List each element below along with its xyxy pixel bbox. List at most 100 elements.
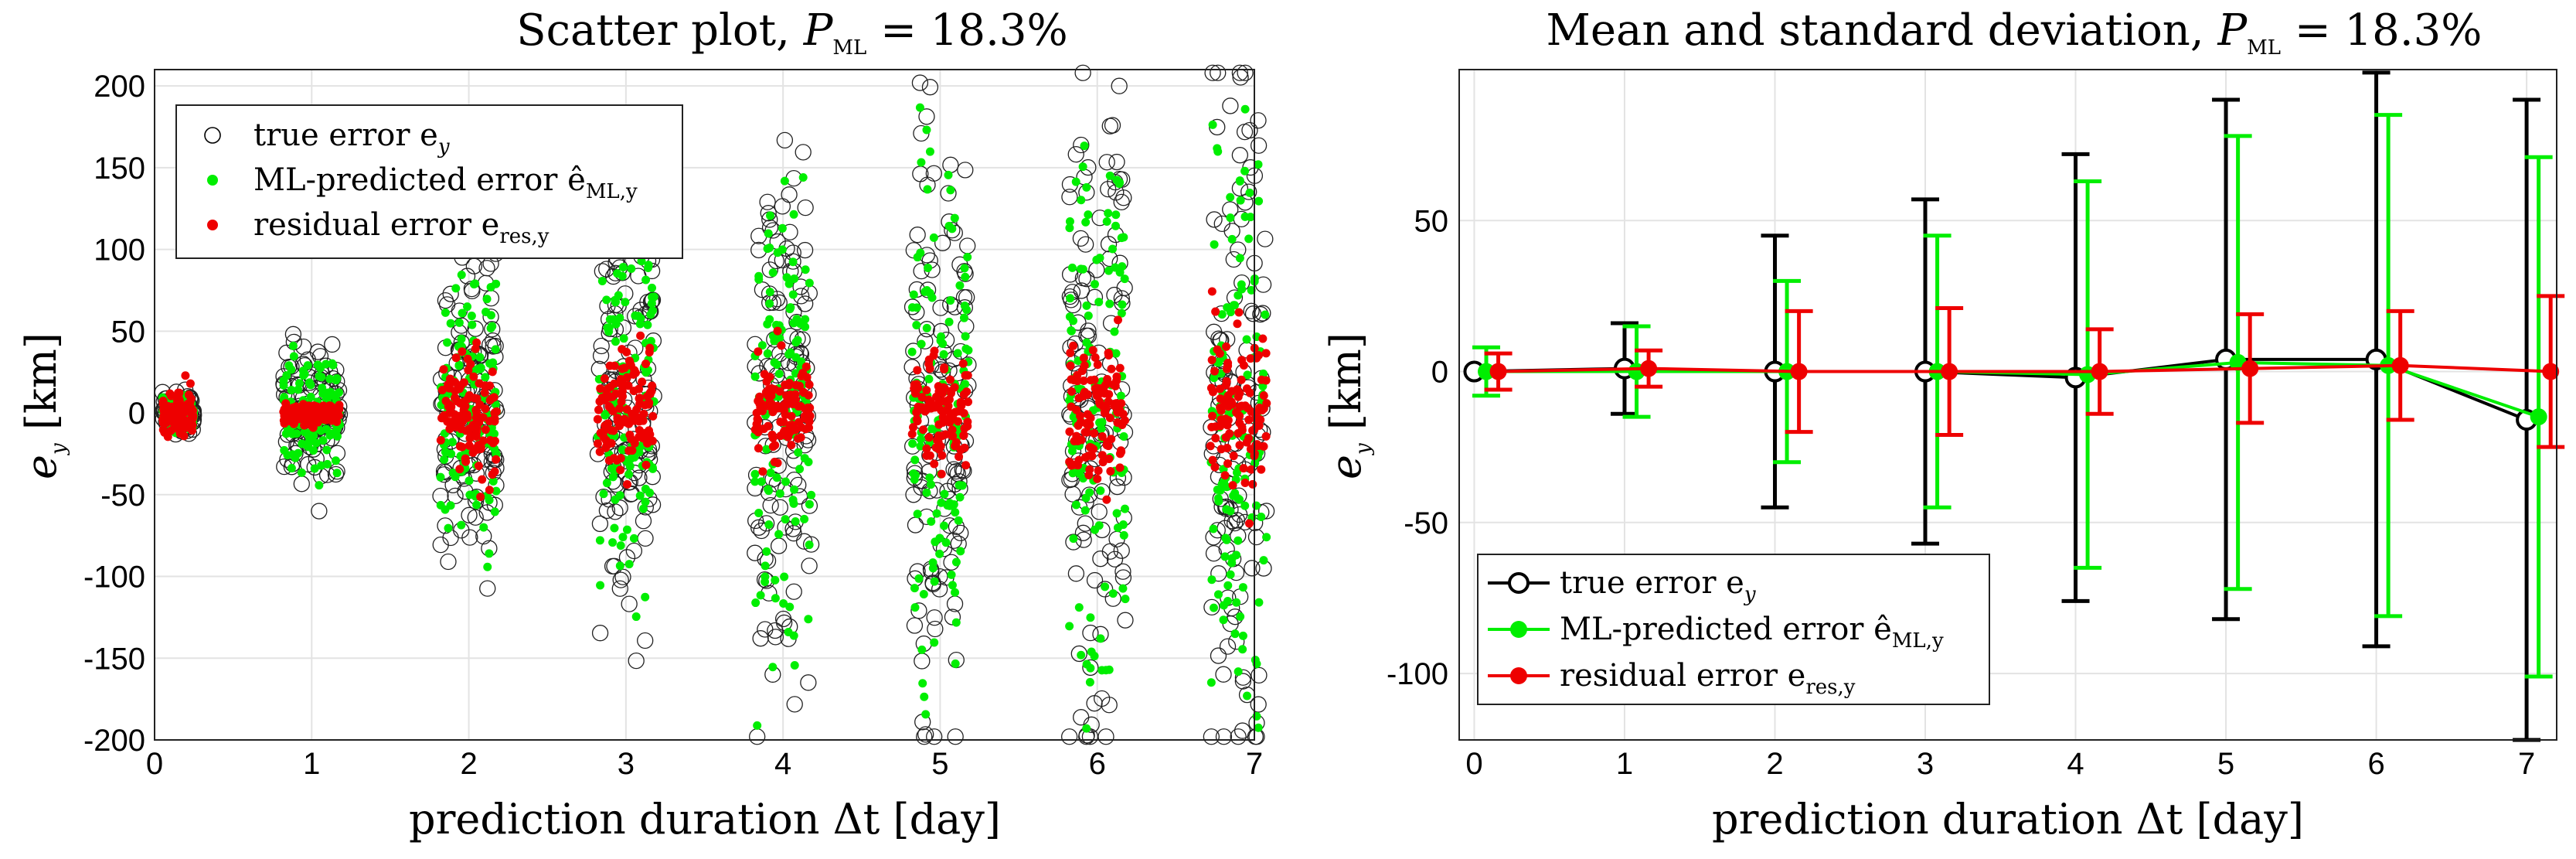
point-residual: [922, 444, 931, 453]
point-ml-predicted: [919, 590, 928, 599]
point-ml-predicted: [1232, 468, 1241, 477]
scatter-points: [154, 64, 1275, 745]
point-ml-predicted: [436, 472, 445, 482]
point-residual: [960, 424, 969, 433]
point-ml-predicted: [308, 446, 318, 455]
point-true-error: [1213, 215, 1230, 232]
point-ml-predicted: [955, 281, 965, 290]
point-true-error: [1100, 180, 1117, 198]
point-ml-predicted: [910, 471, 920, 480]
point-ml-predicted: [441, 448, 450, 457]
point-residual: [961, 461, 971, 470]
point-true-error: [1077, 515, 1094, 532]
point-ml-predicted: [940, 521, 949, 530]
point-true-error: [442, 285, 459, 302]
point-ml-predicted: [468, 320, 477, 329]
point-residual: [1233, 319, 1242, 329]
point-ml-predicted: [1111, 210, 1121, 220]
point-ml-predicted: [1236, 196, 1245, 205]
point-ml-predicted: [1227, 234, 1237, 244]
point-ml-predicted: [1118, 584, 1128, 593]
point-ml-predicted: [1226, 308, 1235, 317]
point-true-error: [1108, 478, 1126, 496]
point-residual: [801, 404, 810, 414]
point-ml-predicted: [1238, 645, 1247, 654]
point-residual: [472, 394, 482, 404]
point-residual: [186, 417, 196, 426]
point-ml-predicted: [775, 489, 784, 498]
point-ml-predicted: [311, 438, 321, 448]
point-true-error: [934, 234, 951, 251]
point-ml-predicted: [781, 515, 790, 524]
point-residual: [913, 366, 922, 375]
point-ml-predicted: [618, 533, 628, 542]
point-true-error: [635, 513, 652, 530]
point-ml-predicted: [958, 481, 967, 490]
point-ml-predicted: [1065, 216, 1074, 226]
point-residual: [944, 401, 953, 411]
point-ml-predicted: [325, 390, 335, 400]
point-ml-predicted: [935, 549, 944, 558]
point-ml-predicted: [1090, 280, 1099, 289]
point-residual: [1229, 452, 1238, 461]
point-residual: [1216, 394, 1225, 404]
point-true-error: [1206, 211, 1223, 228]
point-residual: [621, 418, 631, 427]
point-ml-predicted: [1108, 244, 1118, 254]
point-true-error: [917, 726, 934, 743]
point-ml-predicted: [962, 305, 972, 315]
point-residual: [1222, 342, 1231, 351]
point-true-error: [1060, 728, 1078, 745]
point-residual: [938, 451, 947, 460]
point-ml-predicted: [782, 273, 791, 282]
point-true-error: [1073, 136, 1090, 154]
point-ml-predicted: [910, 603, 920, 612]
point-ml-predicted: [1111, 263, 1120, 272]
point-true-error: [939, 482, 956, 499]
point-ml-predicted: [927, 293, 937, 302]
point-true-error: [906, 617, 924, 634]
point-residual: [459, 378, 468, 387]
point-residual: [963, 417, 972, 426]
point-ml-predicted: [756, 591, 765, 600]
point-ml-predicted: [770, 358, 779, 367]
point-ml-predicted: [946, 186, 955, 195]
point-residual: [304, 408, 313, 418]
x-tick-label: 1: [1616, 747, 1633, 781]
point-true-error: [1215, 728, 1233, 745]
point-true-error: [293, 476, 310, 493]
point-ml-predicted: [625, 462, 635, 471]
scatter-x-axis-label: prediction duration Δt [day]: [409, 795, 1001, 844]
point-ml-predicted: [634, 312, 643, 321]
point-true-error: [1070, 645, 1087, 663]
point-residual: [930, 346, 939, 356]
point-true-error: [801, 285, 818, 302]
point-true-error: [442, 529, 459, 547]
point-ml-predicted: [921, 710, 931, 719]
point-true-error: [1064, 486, 1081, 503]
point-residual: [1104, 441, 1113, 451]
point-residual: [945, 375, 955, 384]
point-ml-predicted: [467, 312, 476, 321]
point-ml-predicted: [287, 464, 296, 473]
point-residual: [464, 441, 474, 450]
point-ml-predicted: [1238, 631, 1247, 640]
point-residual: [455, 465, 464, 474]
point-residual: [1104, 455, 1114, 464]
point-ml-predicted: [929, 233, 938, 242]
point-residual: [1085, 420, 1094, 429]
x-tick-label: 2: [460, 747, 477, 781]
point-ml-predicted: [300, 370, 309, 379]
point-ml-predicted: [785, 602, 795, 612]
point-true-error: [946, 224, 963, 241]
point-ml-predicted: [610, 523, 619, 533]
point-residual: [327, 407, 336, 417]
point-ml-predicted: [1081, 217, 1091, 227]
point-ml-predicted: [310, 464, 319, 473]
point-ml-predicted: [1259, 556, 1268, 565]
point-ml-predicted: [451, 284, 461, 293]
point-ml-predicted: [332, 390, 341, 400]
point-residual: [1210, 462, 1220, 472]
point-ml-predicted: [1226, 506, 1235, 516]
point-true-error: [1234, 669, 1252, 686]
